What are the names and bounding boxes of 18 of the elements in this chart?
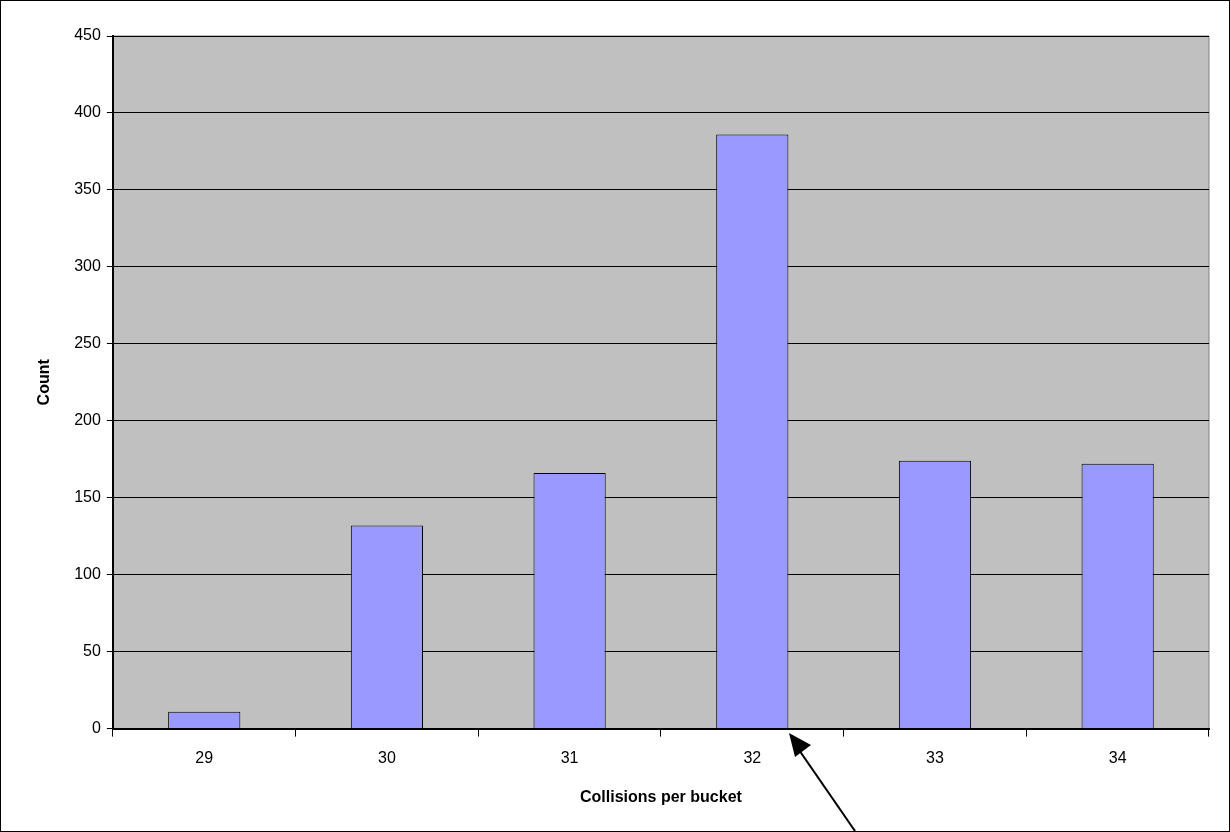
x-tick-label: 30 bbox=[378, 748, 396, 766]
y-tick-label: 450 bbox=[74, 26, 101, 44]
y-tick-label: 150 bbox=[74, 488, 101, 506]
x-tick-label: 32 bbox=[743, 748, 762, 766]
y-tick-label: 50 bbox=[83, 642, 101, 660]
y-tick-label: 100 bbox=[74, 565, 101, 583]
y-axis-title: Count bbox=[35, 358, 53, 406]
y-tick-label: 300 bbox=[74, 257, 101, 275]
x-tick-label: 33 bbox=[926, 748, 944, 766]
x-tick-label: 31 bbox=[560, 748, 579, 766]
x-tick-label: 34 bbox=[1108, 748, 1127, 766]
x-axis-title: Collisions per bucket bbox=[580, 787, 743, 805]
y-tick-label: 250 bbox=[74, 334, 101, 352]
y-tick-label: 0 bbox=[91, 719, 101, 737]
y-tick-label: 200 bbox=[74, 411, 101, 429]
y-tick-label: 400 bbox=[74, 103, 101, 121]
y-tick-label: 350 bbox=[74, 180, 101, 198]
x-tick-label: 29 bbox=[195, 748, 214, 766]
